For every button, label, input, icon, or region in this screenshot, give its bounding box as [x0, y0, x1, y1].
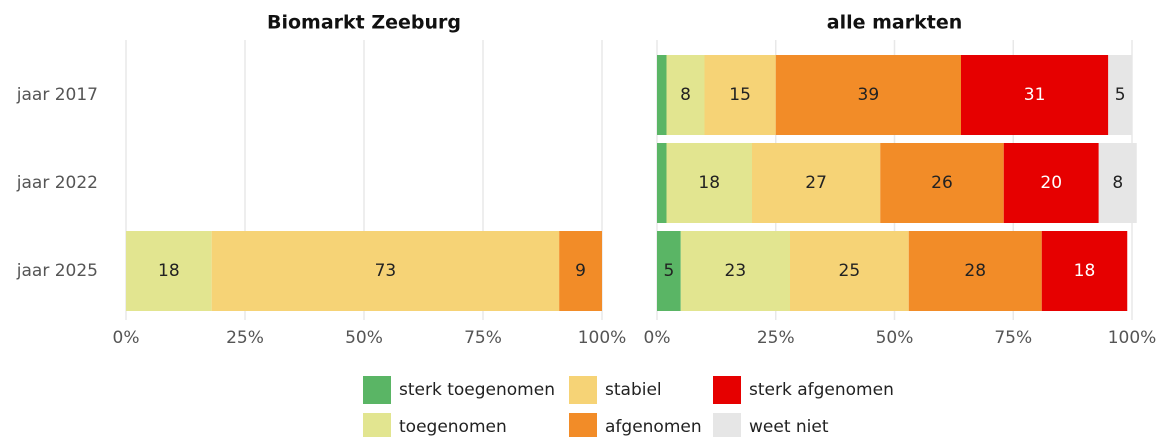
data-label: 20 — [1040, 173, 1062, 193]
bar-segment — [961, 55, 1109, 135]
bar-segment — [1041, 231, 1128, 311]
bar-segment — [752, 143, 881, 223]
legend-swatch — [569, 413, 597, 437]
legend-label: toegenomen — [399, 417, 507, 437]
data-label: 39 — [858, 85, 880, 105]
bar-segment — [657, 55, 667, 135]
legend-swatch — [713, 376, 741, 404]
x-tick-label: 0% — [113, 328, 140, 348]
data-label: 26 — [931, 173, 953, 193]
bar-segment — [1003, 143, 1099, 223]
bar-segment — [1108, 55, 1132, 135]
data-label: 18 — [698, 173, 720, 193]
data-label: 25 — [839, 261, 861, 281]
x-tick-label: 25% — [757, 328, 795, 348]
legend-label: stabiel — [605, 380, 662, 400]
x-tick-label: 75% — [464, 328, 502, 348]
bar-segment — [790, 231, 909, 311]
legend-swatch — [713, 413, 741, 437]
data-label: 18 — [1074, 261, 1096, 281]
x-tick-label: 0% — [644, 328, 671, 348]
x-tick-label: 50% — [345, 328, 383, 348]
legend-swatch — [363, 376, 391, 404]
data-label: 23 — [725, 261, 747, 281]
bar-segment — [126, 231, 212, 311]
category-label: jaar 2022 — [16, 173, 98, 193]
bar-segment — [1098, 143, 1137, 223]
x-tick-label: 100% — [1108, 328, 1157, 348]
data-label: 5 — [663, 261, 674, 281]
legend-swatch — [363, 413, 391, 437]
data-label: 15 — [729, 85, 751, 105]
x-tick-label: 100% — [578, 328, 627, 348]
legend-label: sterk afgenomen — [749, 380, 894, 400]
bar-segment — [211, 231, 560, 311]
bar-segment — [775, 55, 961, 135]
panel-title: alle markten — [827, 12, 962, 34]
data-label: 9 — [575, 261, 586, 281]
data-label: 5 — [1115, 85, 1126, 105]
data-label: 31 — [1024, 85, 1046, 105]
category-label: jaar 2025 — [16, 261, 98, 281]
x-tick-label: 50% — [876, 328, 914, 348]
legend-swatch — [569, 376, 597, 404]
data-label: 8 — [680, 85, 691, 105]
bar-segment — [666, 143, 752, 223]
data-label: 18 — [158, 261, 180, 281]
x-tick-label: 75% — [994, 328, 1032, 348]
legend-label: weet niet — [749, 417, 829, 437]
bar-segment — [704, 55, 776, 135]
bar-segment — [657, 143, 667, 223]
bar-segment — [657, 231, 681, 311]
x-tick-label: 25% — [226, 328, 264, 348]
data-label: 8 — [1112, 173, 1123, 193]
bar-segment — [680, 231, 790, 311]
bar-segment — [908, 231, 1042, 311]
legend-label: afgenomen — [605, 417, 702, 437]
bar-segment — [559, 231, 602, 311]
legend-label: sterk toegenomen — [399, 380, 555, 400]
data-label: 73 — [375, 261, 397, 281]
bar-segment — [880, 143, 1004, 223]
data-label: 28 — [964, 261, 986, 281]
category-label: jaar 2017 — [16, 85, 98, 105]
panel-title: Biomarkt Zeeburg — [267, 12, 461, 34]
bar-segment — [666, 55, 705, 135]
data-label: 27 — [805, 173, 827, 193]
